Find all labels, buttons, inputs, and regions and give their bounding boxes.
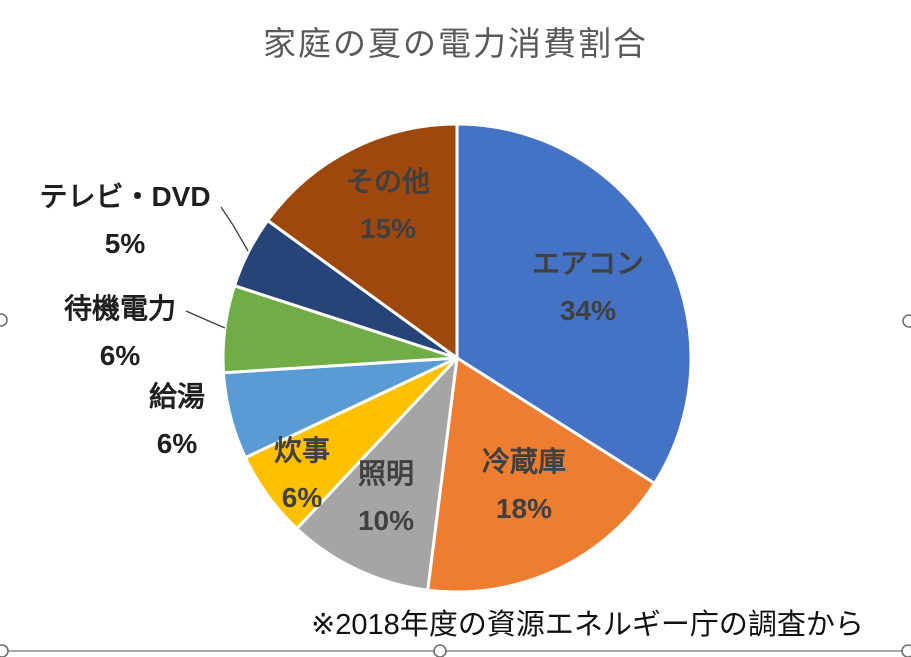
pie-slice-refrigerator[interactable] xyxy=(426,356,657,594)
selection-handle-right-middle[interactable] xyxy=(902,314,911,328)
chart-title: 家庭の夏の電力消費割合 xyxy=(263,25,648,62)
leader-line-tv-dvd xyxy=(220,206,249,252)
selection-handle-bottom-right[interactable] xyxy=(901,644,911,657)
source-note: ※2018年度の資源エネルギー庁の調査から xyxy=(311,609,864,641)
selection-handle-left-middle[interactable] xyxy=(0,313,8,327)
selection-handle-bottom-left[interactable] xyxy=(0,644,9,657)
pie-slice-others[interactable] xyxy=(266,122,459,360)
leader-line-standby-power xyxy=(185,310,226,329)
pie-slice-lighting[interactable] xyxy=(295,356,459,592)
selection-handle-bottom-center[interactable] xyxy=(433,644,447,657)
